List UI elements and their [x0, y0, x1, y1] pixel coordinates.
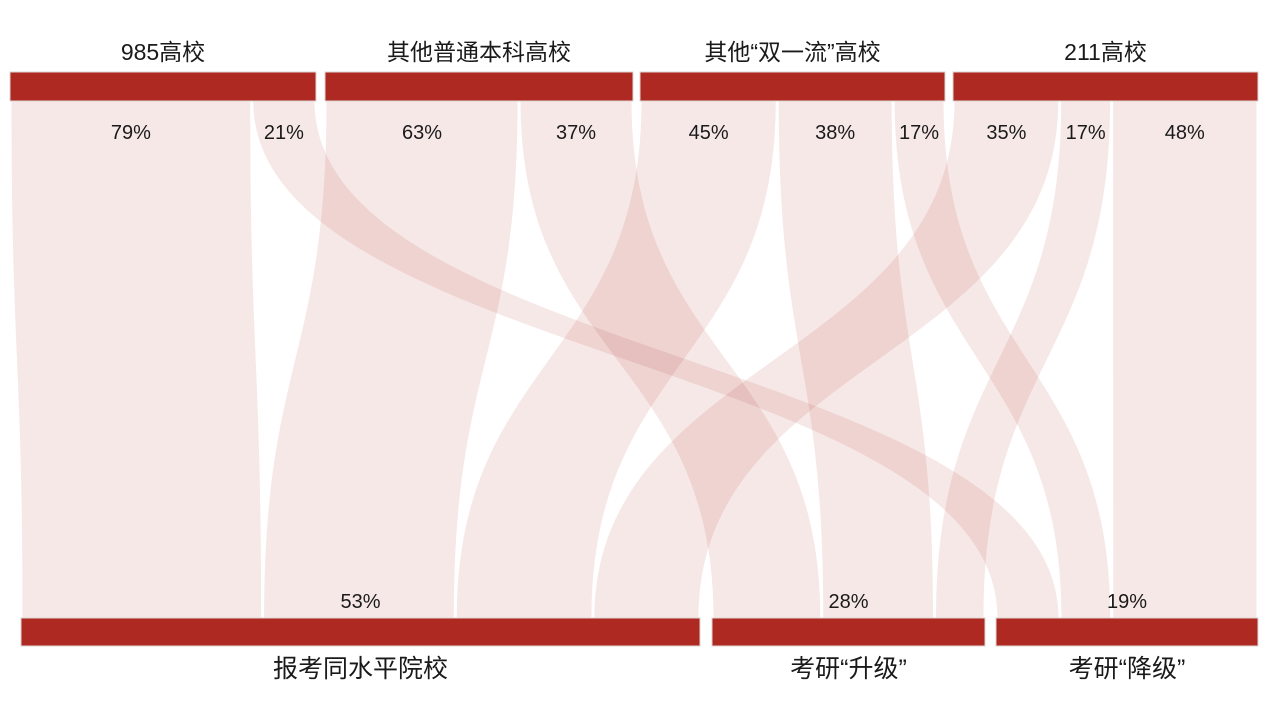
sankey-flows: [11, 101, 1257, 618]
sankey-node-top-985: [9, 71, 317, 102]
flow-pct-shuangyiliu-to-downgrade: 17%: [899, 122, 939, 144]
sankey-flow-985-to-same-level: [11, 101, 262, 618]
sankey-node-top-benke: [324, 71, 634, 102]
bottom-node-share-downgrade: 19%: [1107, 591, 1147, 613]
top-node-title-shuangyiliu: 其他“双一流”高校: [704, 39, 880, 65]
flow-pct-shuangyiliu-to-same-level: 45%: [689, 122, 729, 144]
bottom-node-title-downgrade: 考研“降级”: [1069, 655, 1186, 683]
sankey-flow-benke-to-same-level: [264, 101, 518, 618]
sankey-flow-211-to-downgrade: [1113, 101, 1257, 618]
sankey-flow-211-to-same-level: [594, 101, 1059, 618]
sankey-nodes: [9, 71, 1259, 647]
sankey-node-bottom-upgrade: [711, 617, 986, 647]
sankey-flow-benke-to-upgrade: [520, 101, 821, 618]
flow-pct-985-to-same-level: 79%: [111, 122, 151, 144]
flow-pct-211-to-same-level: 35%: [986, 122, 1026, 144]
bottom-node-title-upgrade: 考研“升级”: [790, 655, 907, 683]
sankey-flow-985-to-downgrade: [253, 101, 1059, 618]
flow-pct-211-to-downgrade: 48%: [1165, 122, 1205, 144]
flow-pct-benke-to-upgrade: 37%: [556, 122, 596, 144]
sankey-node-top-shuangyiliu: [639, 71, 946, 102]
top-node-title-211: 211高校: [1064, 39, 1147, 65]
flow-pct-211-to-upgrade: 17%: [1066, 122, 1106, 144]
sankey-flow-shuangyiliu-to-same-level: [456, 101, 776, 618]
sankey-flow-shuangyiliu-to-downgrade: [894, 101, 1111, 618]
flow-pct-shuangyiliu-to-upgrade: 38%: [815, 122, 855, 144]
sankey-flow-211-to-upgrade: [936, 101, 1111, 618]
top-node-title-985: 985高校: [121, 39, 205, 65]
flow-pct-benke-to-same-level: 63%: [402, 122, 442, 144]
sankey-node-top-211: [952, 71, 1259, 102]
sankey-flow-shuangyiliu-to-upgrade: [778, 101, 934, 618]
sankey-node-bottom-same-level: [20, 617, 701, 647]
bottom-node-title-same-level: 报考同水平院校: [273, 655, 448, 683]
top-node-title-benke: 其他普通本科高校: [387, 39, 571, 65]
flow-pct-985-to-downgrade: 21%: [264, 122, 304, 144]
sankey-labels: 985高校 其他普通本科高校 其他“双一流”高校 211高校 79% 21% 63% 37% 4…: [111, 39, 1205, 683]
sankey-node-bottom-downgrade: [995, 617, 1259, 647]
bottom-node-share-upgrade: 28%: [828, 591, 868, 613]
bottom-node-share-same-level: 53%: [340, 591, 380, 613]
